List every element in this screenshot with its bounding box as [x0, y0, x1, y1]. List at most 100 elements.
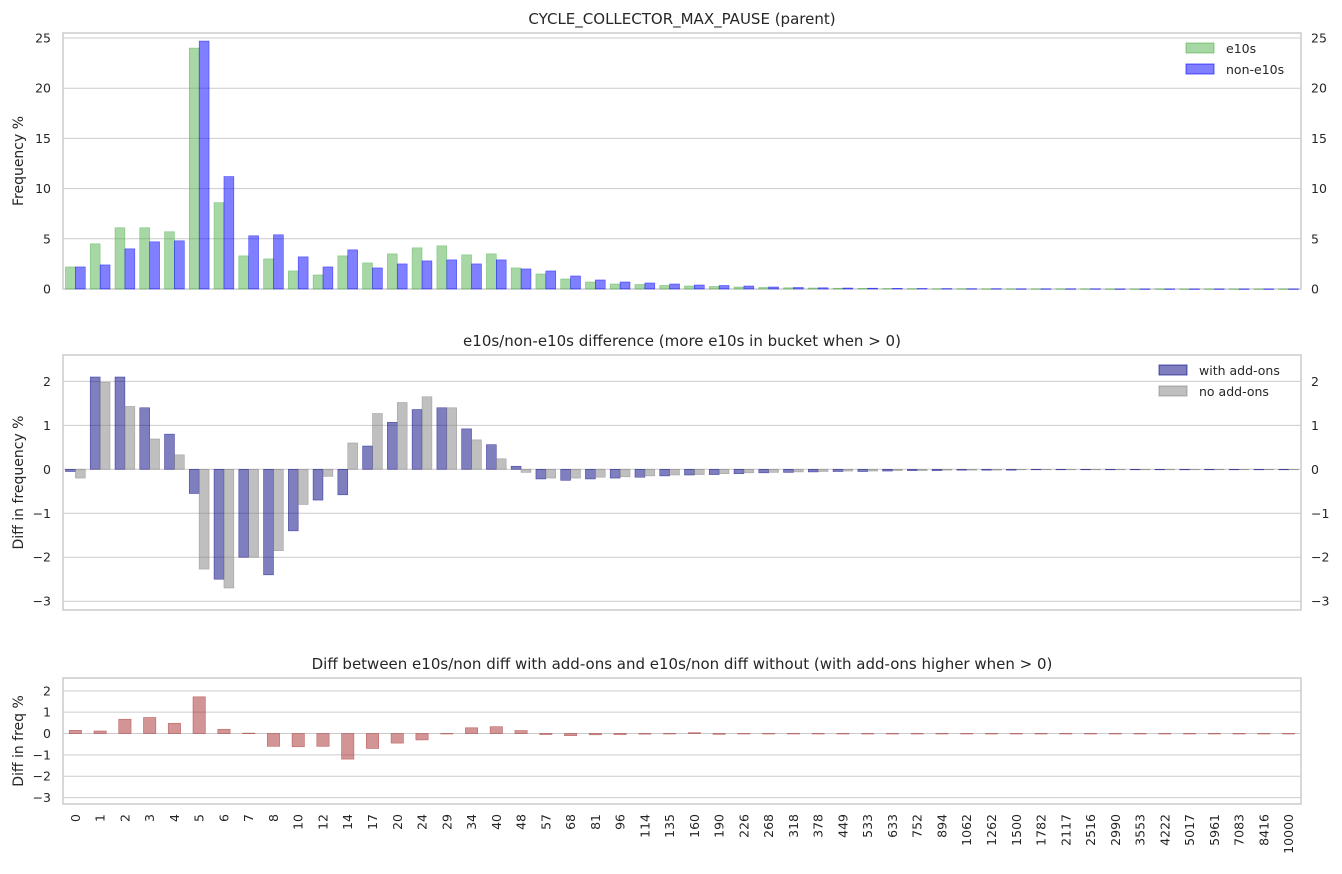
bar: [836, 733, 850, 735]
x-tick-label: 24: [415, 814, 430, 830]
y-axis-label: Diff in freq %: [11, 695, 27, 787]
bar: [1238, 469, 1250, 471]
bar: [718, 285, 730, 290]
bar: [960, 733, 974, 735]
bar: [857, 469, 869, 472]
bar: [1164, 469, 1176, 471]
bar: [372, 413, 383, 470]
x-tick-label: 68: [563, 814, 578, 830]
x-tick-label: 17: [365, 814, 380, 830]
bar: [1214, 288, 1225, 290]
y-tick-label: 15: [35, 131, 51, 146]
x-tick-label: 1062: [959, 814, 974, 846]
bar: [892, 288, 903, 290]
bar: [1055, 288, 1067, 290]
bar: [273, 234, 284, 290]
bar: [495, 458, 507, 470]
bar: [669, 469, 680, 476]
bar: [807, 469, 819, 473]
bar: [1040, 288, 1052, 290]
bar: [1189, 469, 1200, 471]
bar: [1055, 469, 1067, 471]
bar: [242, 732, 256, 734]
bar: [807, 287, 819, 290]
bar: [1115, 288, 1126, 290]
bar: [1129, 469, 1141, 471]
y-tick-label: 1: [43, 705, 51, 720]
bar: [535, 273, 547, 290]
x-tick-label: 633: [885, 814, 900, 838]
bar: [1139, 288, 1151, 290]
x-tick-label: 0: [68, 814, 83, 822]
bar: [991, 469, 1002, 471]
y-tick-label: 1: [43, 418, 51, 433]
bar: [935, 733, 949, 735]
bar: [198, 40, 210, 290]
y-tick-label-right: 10: [1311, 181, 1327, 196]
x-tick-label: 2516: [1083, 814, 1098, 846]
x-tick-label: 12: [315, 814, 330, 830]
x-tick-label: 1: [93, 814, 108, 822]
bar: [1263, 288, 1275, 290]
bar: [832, 287, 844, 290]
bar: [1129, 288, 1141, 290]
bar: [1006, 288, 1017, 290]
bar: [1228, 288, 1240, 290]
bar: [1204, 469, 1215, 471]
bar: [387, 253, 398, 290]
bar: [882, 288, 893, 290]
bar: [560, 278, 571, 290]
bar: [737, 733, 751, 735]
y-tick-label-right: −3: [1311, 594, 1329, 609]
bar: [634, 469, 646, 478]
x-tick-label: 57: [538, 814, 553, 830]
bar: [124, 248, 136, 290]
y-tick-label-right: 0: [1311, 462, 1319, 477]
bar: [885, 733, 899, 735]
bar: [396, 263, 408, 290]
x-tick-label: 5961: [1207, 814, 1222, 846]
x-tick-label: 2117: [1058, 814, 1073, 846]
bar: [910, 733, 924, 735]
x-tick-label: 96: [613, 814, 628, 830]
bar: [595, 279, 606, 290]
bar: [75, 469, 86, 479]
panel-2: −3 −3 −2 −2 −1 −1 0 0 1 1 2 2 e10s/non-e10s differen…: [11, 332, 1329, 611]
x-tick-label: 7: [241, 814, 256, 822]
bar: [1278, 288, 1289, 290]
bar: [514, 730, 528, 734]
bar: [461, 254, 472, 290]
bar: [167, 722, 181, 734]
bar: [743, 285, 755, 290]
bar: [312, 469, 324, 501]
bar: [1179, 288, 1190, 290]
y-tick-label: 2: [43, 683, 51, 698]
y-tick-label: 2: [43, 374, 51, 389]
bar: [1204, 288, 1215, 290]
bar: [188, 47, 200, 290]
bar: [712, 733, 726, 735]
bar: [768, 469, 779, 473]
x-tick-label: 894: [934, 814, 949, 838]
y-tick-label: −3: [33, 790, 51, 805]
legend-swatch: [1185, 42, 1215, 54]
bar: [1257, 733, 1271, 735]
y-tick-label-right: 20: [1311, 81, 1327, 96]
bar: [687, 732, 701, 734]
bar: [446, 407, 457, 470]
bar: [560, 469, 571, 481]
bar: [758, 287, 769, 290]
x-tick-label: 1782: [1034, 814, 1049, 846]
y-tick-label: 0: [43, 462, 51, 477]
bar: [1139, 469, 1151, 471]
bar: [347, 249, 358, 290]
y-tick-label: −2: [33, 769, 51, 784]
bar: [93, 730, 107, 734]
bar: [539, 733, 553, 735]
bar: [75, 266, 86, 290]
legend-label: e10s: [1226, 41, 1256, 56]
bar: [486, 253, 497, 290]
bar: [694, 284, 705, 290]
bar: [322, 266, 334, 290]
